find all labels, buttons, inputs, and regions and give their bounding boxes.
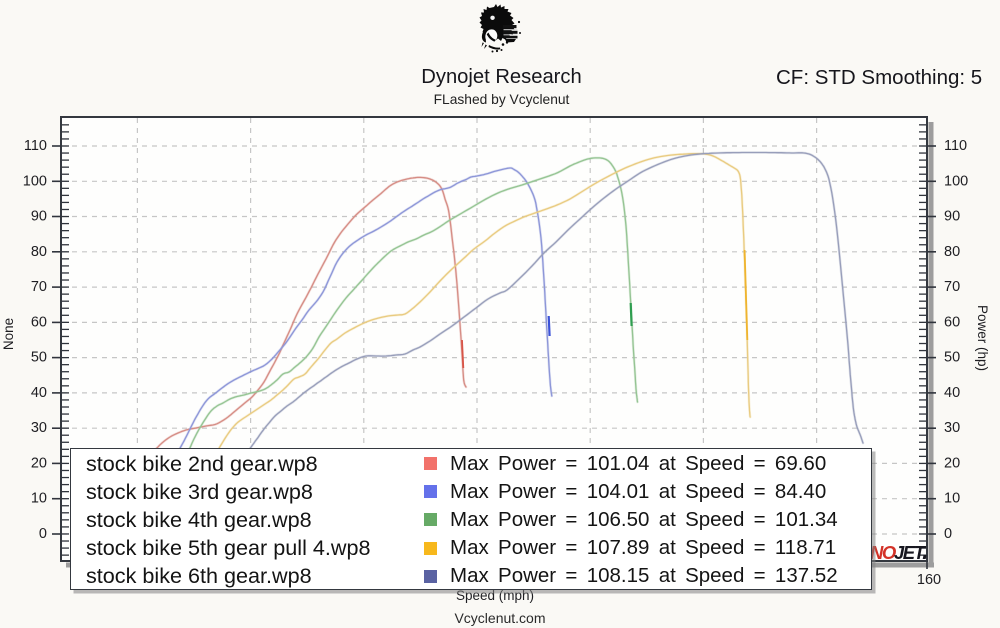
svg-text:50: 50 xyxy=(31,350,47,366)
svg-text:50: 50 xyxy=(944,350,960,366)
svg-text:40: 40 xyxy=(31,385,47,401)
svg-text:40: 40 xyxy=(944,385,960,401)
svg-text:70: 70 xyxy=(31,279,47,295)
svg-text:90: 90 xyxy=(31,209,47,225)
svg-text:None: None xyxy=(1,318,16,350)
svg-text:30: 30 xyxy=(944,420,960,436)
svg-text:20: 20 xyxy=(31,455,47,471)
svg-text:30: 30 xyxy=(31,420,47,436)
svg-text:90: 90 xyxy=(944,209,960,225)
svg-text:Power (hp): Power (hp) xyxy=(975,305,990,371)
svg-text:80: 80 xyxy=(31,244,47,260)
svg-text:80: 80 xyxy=(944,244,960,260)
svg-text:0: 0 xyxy=(39,526,47,542)
svg-text:JET: JET xyxy=(894,542,927,563)
svg-text:60: 60 xyxy=(31,314,47,330)
svg-text:160: 160 xyxy=(917,572,941,588)
svg-text:100: 100 xyxy=(944,173,968,189)
svg-text:60: 60 xyxy=(944,314,960,330)
svg-text:110: 110 xyxy=(944,138,967,154)
svg-text:70: 70 xyxy=(944,279,960,295)
svg-text:NO: NO xyxy=(870,542,897,563)
svg-text:10: 10 xyxy=(31,491,47,507)
svg-text:20: 20 xyxy=(944,455,960,471)
svg-text:0: 0 xyxy=(944,526,952,542)
svg-text:10: 10 xyxy=(944,491,960,507)
svg-text:110: 110 xyxy=(24,138,47,154)
svg-text:100: 100 xyxy=(23,173,47,189)
